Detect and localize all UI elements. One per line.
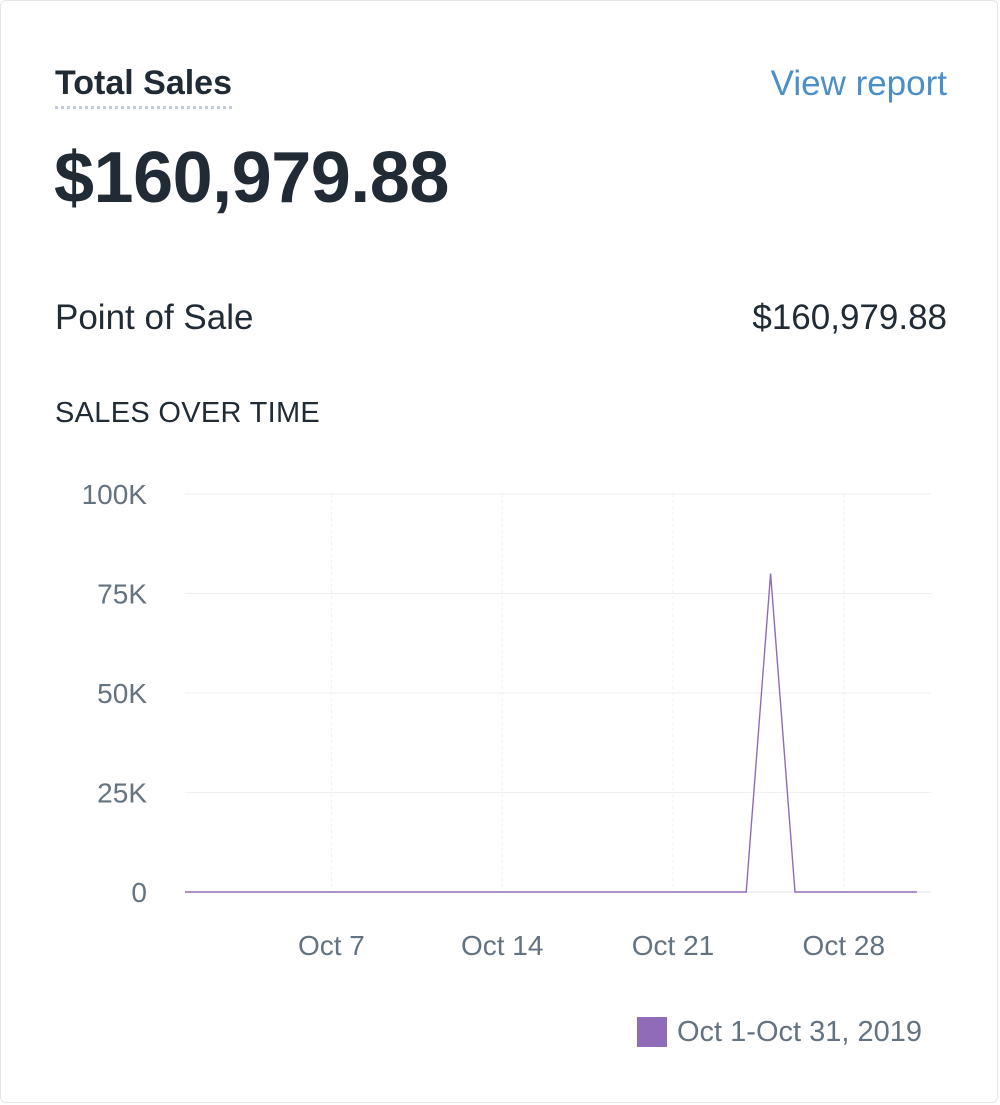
x-tick-label: Oct 28 [803, 930, 885, 961]
breakdown-value: $160,979.88 [752, 298, 947, 337]
sales-over-time-chart: 0 25K 50K 75K 100K Oct 7 Oct 14 Oct 21 Oct 28 [82, 479, 931, 961]
card-title[interactable]: Total Sales [55, 64, 232, 110]
total-sales-value: $160,979.88 [54, 138, 449, 218]
series-line [185, 573, 917, 893]
y-tick-label: 50K [97, 678, 147, 709]
x-tick-label: Oct 21 [632, 930, 714, 961]
x-tick-label: Oct 7 [298, 930, 365, 961]
y-tick-label: 0 [131, 877, 147, 908]
y-tick-label: 25K [97, 778, 147, 809]
legend-label: Oct 1-Oct 31, 2019 [676, 1015, 922, 1048]
legend-swatch [636, 1017, 667, 1047]
chart-legend[interactable]: Oct 1-Oct 31, 2019 [636, 1015, 922, 1048]
section-title: SALES OVER TIME [55, 397, 321, 429]
breakdown-label: Point of Sale [55, 298, 254, 337]
y-tick-label: 75K [97, 579, 147, 610]
y-tick-label: 100K [82, 479, 148, 510]
view-report-link[interactable]: View report [770, 64, 947, 103]
x-tick-label: Oct 14 [461, 930, 543, 961]
